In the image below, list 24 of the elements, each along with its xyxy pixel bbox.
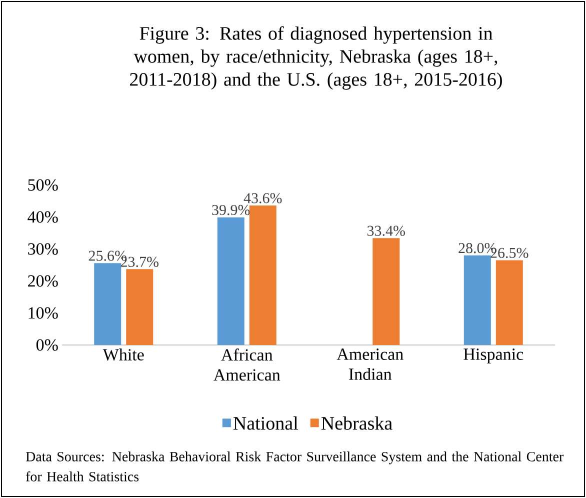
data-label: 39.9%: [212, 204, 250, 216]
y-tick-label: 40%: [28, 211, 58, 223]
y-tick-label: 50%: [28, 179, 58, 191]
bar: [94, 263, 122, 345]
text: Data Sources: Nebraska Behavioral Risk Factor Surveillance System and the National Center for Health Statistics: [26, 452, 564, 482]
bar: [126, 269, 154, 345]
legend-label: Nebraska: [321, 416, 392, 430]
chart-title: Figure 3: Rates of diagnosed hypertension in women, by race/ethnicity, Nebraska (ages 18+, 2011-2018) and the U.S. (ages 18+, 2015-2016): [130, 26, 502, 90]
x-tick-label: African American: [214, 348, 280, 381]
x-tick-label: White: [102, 348, 144, 361]
bar: [217, 217, 244, 345]
y-tick-label: 30%: [28, 243, 58, 255]
x-tick-label: American Indian: [336, 348, 404, 380]
bar: [249, 205, 276, 345]
y-tick-label: 20%: [28, 275, 58, 287]
y-tick-label: 0%: [36, 339, 58, 351]
y-tick-label: 10%: [28, 307, 58, 319]
bar: [464, 255, 491, 345]
data-label: 43.6%: [244, 193, 282, 204]
bar: [372, 238, 400, 345]
data-label: 33.4%: [367, 226, 405, 236]
bar: [496, 260, 523, 345]
legend-label: National: [233, 416, 298, 430]
x-tick-label: Hispanic: [464, 348, 524, 364]
